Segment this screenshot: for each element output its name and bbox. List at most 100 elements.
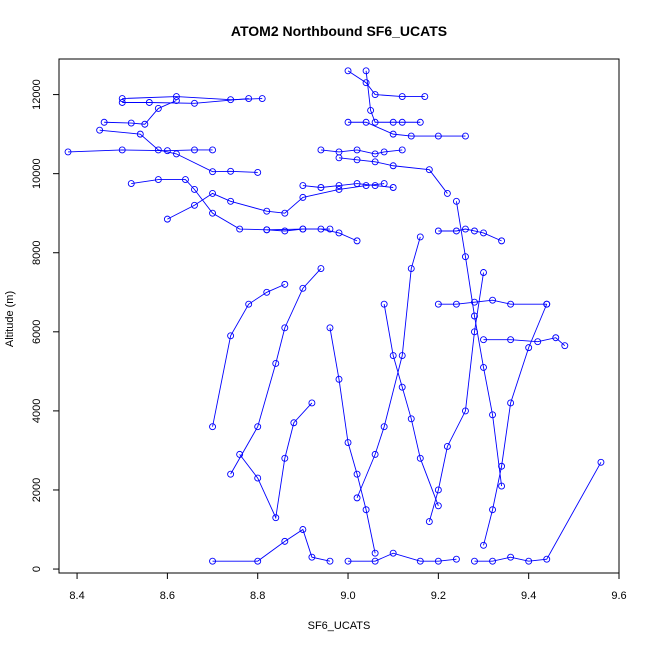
y-tick-label: 8000 xyxy=(31,240,43,264)
data-point xyxy=(163,215,171,223)
data-point xyxy=(299,526,307,533)
data-point xyxy=(371,150,379,158)
series-line xyxy=(474,462,602,562)
data-point xyxy=(209,146,216,154)
data-point xyxy=(534,338,542,346)
data-point xyxy=(317,265,325,273)
data-point xyxy=(118,146,126,154)
data-point xyxy=(118,95,126,102)
data-point xyxy=(127,119,135,127)
data-point xyxy=(489,506,496,514)
data-point xyxy=(236,450,244,458)
data-point xyxy=(344,439,352,446)
data-point xyxy=(353,180,361,187)
data-point xyxy=(335,182,343,189)
data-point xyxy=(281,537,289,545)
data-point xyxy=(498,237,506,245)
data-point xyxy=(353,146,361,154)
data-point xyxy=(263,288,271,296)
data-point xyxy=(543,555,551,563)
data-point xyxy=(371,549,379,557)
series-line xyxy=(230,268,322,475)
data-point xyxy=(398,118,406,126)
data-point xyxy=(362,79,370,87)
data-point xyxy=(421,93,429,101)
data-point xyxy=(209,557,216,565)
data-point xyxy=(425,166,433,174)
data-point xyxy=(407,415,415,423)
data-point xyxy=(353,156,361,164)
data-point xyxy=(172,93,180,101)
data-point xyxy=(507,553,515,561)
data-point xyxy=(254,423,262,431)
data-point xyxy=(462,132,469,140)
data-point xyxy=(335,186,343,193)
data-point xyxy=(191,99,198,107)
x-tick-label: 8.8 xyxy=(250,590,265,602)
data-point xyxy=(335,375,343,383)
data-point xyxy=(452,197,460,205)
data-point xyxy=(380,148,388,156)
data-point xyxy=(434,557,442,565)
data-point xyxy=(489,557,496,565)
data-point xyxy=(407,132,415,140)
data-point xyxy=(389,549,397,557)
x-axis-label: SF6_UCATS xyxy=(308,620,371,632)
data-point xyxy=(317,184,325,191)
data-point xyxy=(245,95,253,102)
plot-frame xyxy=(58,58,620,574)
data-point xyxy=(389,118,397,126)
data-point xyxy=(525,557,533,565)
data-point xyxy=(263,207,271,215)
y-tick-label: 6000 xyxy=(31,320,43,344)
data-point xyxy=(507,399,515,407)
series-line xyxy=(68,149,213,153)
data-point xyxy=(362,118,370,126)
series-line xyxy=(356,236,421,499)
data-point xyxy=(335,154,343,162)
series-line xyxy=(266,228,358,242)
data-point xyxy=(398,146,406,154)
data-point xyxy=(209,189,216,197)
data-point xyxy=(498,482,506,490)
data-point xyxy=(362,182,370,189)
y-tick-label: 12000 xyxy=(31,79,43,110)
data-point xyxy=(561,342,569,350)
data-point xyxy=(182,176,189,184)
x-tick-label: 9.2 xyxy=(431,590,446,602)
data-point xyxy=(398,352,406,359)
y-axis: 0 2000 4000 6000 8000 10000 12000 xyxy=(31,79,59,572)
data-point xyxy=(308,553,316,561)
data-point xyxy=(118,99,126,106)
data-point xyxy=(299,193,307,201)
data-point xyxy=(480,363,487,371)
data-point xyxy=(371,450,379,458)
data-point xyxy=(272,514,280,522)
data-point xyxy=(227,470,235,478)
data-point xyxy=(597,458,605,466)
data-point xyxy=(434,486,442,494)
x-tick-label: 8.4 xyxy=(69,590,84,602)
data-point xyxy=(434,227,442,235)
data-point xyxy=(398,383,406,391)
data-point xyxy=(326,225,334,233)
data-point xyxy=(389,352,397,359)
series-line xyxy=(348,121,466,137)
data-point xyxy=(299,225,307,233)
series-line xyxy=(99,129,258,173)
series-line xyxy=(329,327,376,554)
data-point xyxy=(154,176,162,184)
data-point xyxy=(407,265,415,273)
data-point xyxy=(489,296,496,304)
data-point xyxy=(371,91,379,99)
data-point xyxy=(236,225,244,233)
x-tick-label: 9.4 xyxy=(521,590,536,602)
data-point xyxy=(141,120,149,128)
data-point xyxy=(326,557,334,565)
data-point xyxy=(353,494,361,502)
data-point xyxy=(371,182,379,189)
data-point xyxy=(452,555,460,563)
x-tick-label: 8.6 xyxy=(160,590,175,602)
data-point xyxy=(416,233,424,241)
data-point xyxy=(317,146,325,154)
